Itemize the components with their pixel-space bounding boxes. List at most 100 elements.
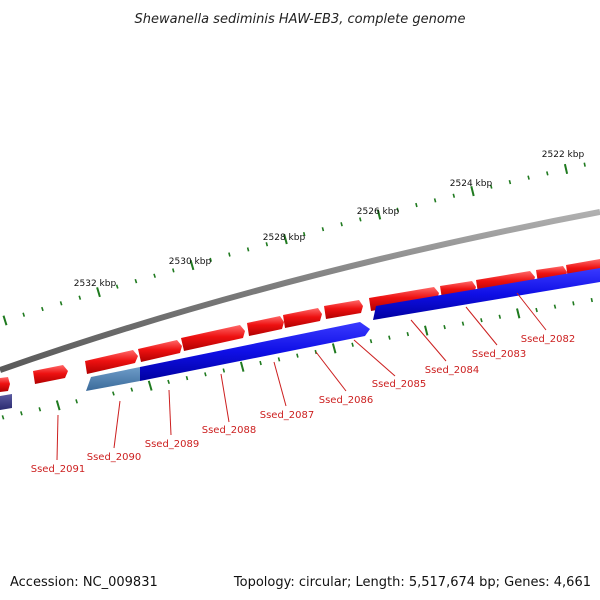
forward-gene-0[interactable] [0,377,10,392]
reverse-gene-2[interactable] [373,268,600,320]
ruler-major-tick [470,186,475,197]
gene-label-2085[interactable]: Ssed_2085 [372,379,427,390]
ruler-label-2532: 2532 kbp [74,279,117,289]
leader-line-2083 [465,306,498,346]
ruler-minor-tick [489,184,493,189]
ruler-label-2526: 2526 kbp [357,207,400,217]
inner-minor-tick [185,375,189,381]
leader-line-2089 [168,389,172,436]
ruler-major-tick [2,315,8,326]
inner-minor-tick [112,391,115,396]
ruler-major-tick [563,163,569,175]
ruler-major-tick [283,234,288,245]
inner-minor-tick [535,307,538,313]
ruler-minor-tick [265,242,269,247]
leader-lines [56,292,547,461]
inner-minor-tick [443,324,446,330]
reverse-gene-0[interactable] [0,394,12,410]
inner-minor-tick [498,314,502,319]
inner-minor-tick [388,335,391,340]
gene-label-2087[interactable]: Ssed_2087 [260,410,315,421]
leader-line-2086 [315,351,347,392]
ruler-minor-tick [228,252,231,257]
gene-label-2086[interactable]: Ssed_2086 [319,395,374,406]
inner-minor-tick [553,304,557,309]
inner-minor-tick [1,415,5,420]
inner-major-tick [331,343,337,354]
inner-minor-tick [351,342,354,347]
forward-gene-2[interactable] [85,350,138,374]
ruler-major-tick [189,259,195,271]
gene-label-2084[interactable]: Ssed_2084 [425,365,480,376]
inner-major-tick [239,361,245,372]
ruler-ticks [2,163,569,411]
ruler-minor-tick [41,306,44,312]
forward-gene-6[interactable] [283,308,322,328]
map-title: Shewanella sediminis HAW-EB3, complete g… [135,12,466,27]
ruler-dots [1,162,593,420]
gene-label-2082[interactable]: Ssed_2082 [521,334,576,345]
inner-major-tick [424,325,429,336]
ruler-minor-tick [78,295,82,300]
genome-backbone [0,209,600,373]
ruler-minor-tick [302,232,306,237]
gene-label-2088[interactable]: Ssed_2088 [202,425,257,436]
ruler-minor-tick [153,273,156,278]
ruler-major-tick [376,209,382,220]
ruler-minor-tick [59,301,63,306]
ruler-minor-tick [359,217,362,222]
ruler-minor-tick [527,175,530,180]
topology-text: Topology: circular; Length: 5,517,674 bp… [233,575,591,590]
forward-gene-7[interactable] [324,300,363,319]
gene-label-2083[interactable]: Ssed_2083 [472,349,527,360]
ruler-minor-tick [396,207,399,212]
inner-minor-tick [572,301,575,306]
forward-gene-1[interactable] [33,365,68,384]
leader-line-2091 [56,414,59,461]
ruler-minor-tick [415,202,418,208]
reverse-gene-selected[interactable] [86,367,140,391]
inner-minor-tick [296,353,299,358]
inner-minor-tick [204,372,207,377]
inner-minor-tick [461,321,465,326]
ruler-minor-tick [321,227,325,232]
inner-minor-tick [314,349,318,355]
inner-minor-tick [75,399,78,404]
ruler-minor-tick [508,180,512,185]
inner-major-tick [55,400,61,411]
accession-text: Accession: NC_009831 [10,575,158,590]
inner-minor-tick [406,331,410,337]
reverse-gene-1[interactable] [140,322,370,381]
leader-line-2082 [516,292,547,331]
gene-label-2091[interactable]: Ssed_2091 [31,464,86,475]
ruler-label-2530: 2530 kbp [169,257,212,267]
forward-gene-5[interactable] [247,316,284,336]
ruler-minor-tick [246,247,250,252]
inner-major-tick [516,308,521,319]
inner-minor-tick [167,379,170,385]
ruler-minor-tick [22,312,26,317]
inner-minor-tick [259,360,262,366]
inner-minor-tick [38,407,42,412]
gene-label-2090[interactable]: Ssed_2090 [87,452,142,463]
leader-line-2084 [410,319,447,362]
ruler-minor-tick [340,222,343,227]
inner-minor-tick [369,339,373,344]
forward-gene-3[interactable] [138,340,182,362]
ruler-major-tick [96,287,101,298]
inner-major-tick [147,380,153,391]
inner-minor-tick [590,297,593,303]
ruler-label-2528: 2528 kbp [263,233,306,243]
inner-minor-tick [20,411,23,416]
reverse-strand-genes [0,268,600,410]
ruler-minor-tick [583,162,586,167]
leader-line-2090 [113,400,121,449]
ruler-minor-tick [546,171,549,176]
inner-minor-tick [222,368,226,373]
forward-gene-4[interactable] [181,325,245,351]
leader-line-2085 [353,339,396,377]
gene-label-2089[interactable]: Ssed_2089 [145,439,200,450]
ruler-minor-tick [115,284,119,289]
